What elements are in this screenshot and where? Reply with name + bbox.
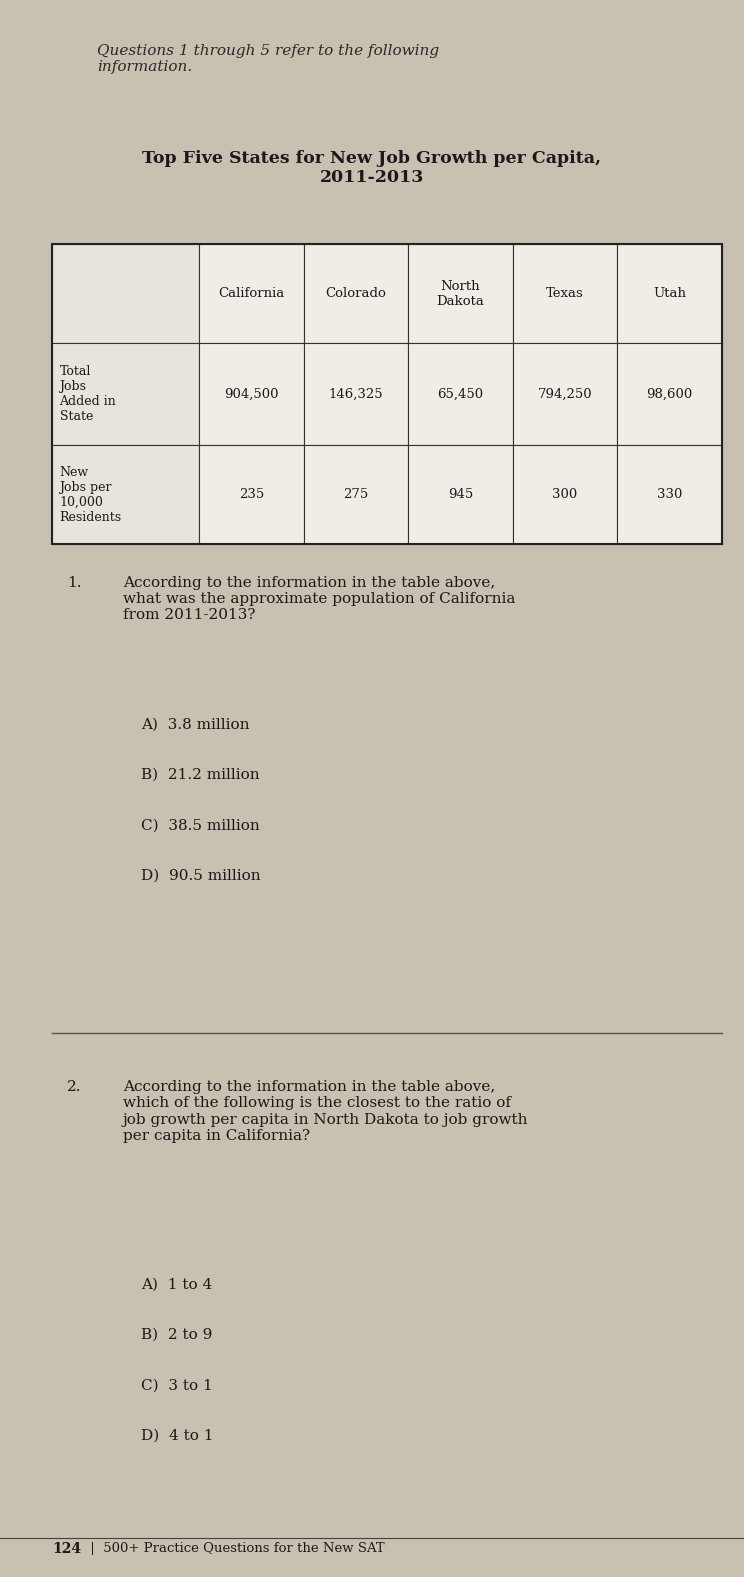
Text: A)  1 to 4: A) 1 to 4 xyxy=(141,1277,213,1292)
Bar xyxy=(618,445,722,544)
Text: According to the information in the table above,
which of the following is the c: According to the information in the tabl… xyxy=(123,1080,528,1143)
Bar xyxy=(199,445,304,544)
Text: 98,600: 98,600 xyxy=(647,388,693,401)
Text: 2.: 2. xyxy=(67,1080,81,1094)
Text: Utah: Utah xyxy=(653,287,686,300)
Text: 904,500: 904,500 xyxy=(225,388,279,401)
Text: 124: 124 xyxy=(52,1542,81,1555)
Text: B)  21.2 million: B) 21.2 million xyxy=(141,768,260,782)
Text: 330: 330 xyxy=(657,489,682,501)
Bar xyxy=(52,244,199,344)
Text: North
Dakota: North Dakota xyxy=(437,279,484,308)
Bar xyxy=(408,244,513,344)
Text: 794,250: 794,250 xyxy=(538,388,592,401)
Bar xyxy=(513,445,618,544)
Bar xyxy=(408,445,513,544)
Bar xyxy=(52,445,199,544)
Text: Questions 1 through 5 refer to the following
information.: Questions 1 through 5 refer to the follo… xyxy=(97,44,439,74)
Bar xyxy=(408,344,513,445)
Bar xyxy=(304,244,408,344)
Text: Colorado: Colorado xyxy=(326,287,387,300)
Text: C)  3 to 1: C) 3 to 1 xyxy=(141,1378,213,1392)
Bar xyxy=(199,244,304,344)
Text: 945: 945 xyxy=(448,489,473,501)
Text: According to the information in the table above,
what was the approximate popula: According to the information in the tabl… xyxy=(123,576,515,621)
Text: C)  38.5 million: C) 38.5 million xyxy=(141,818,260,833)
Text: California: California xyxy=(219,287,285,300)
Text: 275: 275 xyxy=(344,489,369,501)
Bar xyxy=(304,445,408,544)
Bar xyxy=(52,344,199,445)
Bar xyxy=(199,344,304,445)
Bar xyxy=(618,244,722,344)
Text: 65,450: 65,450 xyxy=(437,388,484,401)
Text: New
Jobs per
10,000
Residents: New Jobs per 10,000 Residents xyxy=(60,465,122,524)
Text: Total
Jobs
Added in
State: Total Jobs Added in State xyxy=(60,366,116,423)
Text: D)  90.5 million: D) 90.5 million xyxy=(141,869,261,883)
Text: Texas: Texas xyxy=(546,287,584,300)
Bar xyxy=(513,244,618,344)
Text: 235: 235 xyxy=(239,489,264,501)
Text: D)  4 to 1: D) 4 to 1 xyxy=(141,1429,214,1443)
Bar xyxy=(52,244,722,544)
Text: |  500+ Practice Questions for the New SAT: | 500+ Practice Questions for the New SA… xyxy=(86,1542,384,1555)
Text: 1.: 1. xyxy=(67,576,81,590)
Text: 146,325: 146,325 xyxy=(329,388,383,401)
Text: A)  3.8 million: A) 3.8 million xyxy=(141,718,250,732)
Text: 300: 300 xyxy=(552,489,577,501)
Bar xyxy=(618,344,722,445)
Text: B)  2 to 9: B) 2 to 9 xyxy=(141,1328,213,1342)
Bar xyxy=(513,344,618,445)
Text: Top Five States for New Job Growth per Capita,
2011-2013: Top Five States for New Job Growth per C… xyxy=(142,150,602,186)
Bar xyxy=(304,344,408,445)
